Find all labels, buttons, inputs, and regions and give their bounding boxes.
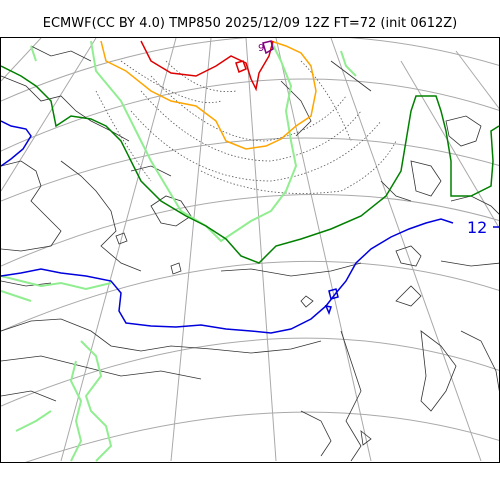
dotted-contour (140, 90, 362, 162)
red-isotherms (140, 40, 274, 92)
longitude-line (455, 50, 499, 110)
dotted-contour (165, 60, 237, 92)
isotherm-light-green (69, 360, 83, 462)
coastline (170, 262, 182, 275)
latitude-line (1, 260, 499, 332)
isotherm-blue (328, 288, 339, 300)
isotherm-light-green (30, 45, 37, 62)
map-canvas: 12 9 (1, 38, 499, 462)
coastline (1, 160, 62, 252)
latitude-line (1, 78, 499, 152)
latitude-line (1, 337, 499, 407)
dark-green-isotherms (1, 65, 499, 264)
contour-label-purple: 9 (258, 43, 264, 54)
coastlines (1, 45, 499, 462)
dotted-contour (150, 75, 347, 142)
dotted-contour (95, 90, 152, 182)
isotherm-red (235, 60, 247, 74)
isotherm-purple (262, 40, 274, 55)
purple-isotherms (262, 40, 274, 55)
coastline (30, 45, 92, 62)
blue-isotherms (1, 120, 454, 334)
isotherm-blue (1, 218, 454, 334)
coastline (440, 260, 499, 267)
longitude-line (170, 38, 212, 462)
longitude-line (245, 38, 277, 462)
coastline (150, 195, 192, 227)
coastline (115, 232, 128, 245)
longitude-line (330, 38, 482, 462)
coastline (300, 410, 332, 457)
temperature-map: 12 9 (0, 37, 500, 463)
coastline (380, 180, 412, 202)
isotherm-blue (1, 120, 32, 167)
dotted-contour (200, 140, 397, 194)
latitude-line (1, 194, 499, 267)
contour-label-blue: 12 (467, 218, 487, 237)
isotherm-blue (324, 304, 332, 316)
dotted-contour (130, 110, 382, 182)
coastline (420, 330, 457, 412)
coastline (395, 285, 422, 307)
coastline (1, 390, 57, 402)
isotherm-light-green (1, 275, 112, 291)
light-green-isotherms (1, 40, 357, 462)
coastline (460, 330, 499, 392)
latitude-line (1, 137, 499, 202)
coastline (220, 262, 362, 277)
latitude-line (25, 411, 499, 462)
coastline (410, 160, 442, 197)
coastline (130, 165, 172, 177)
isotherm-light-green (80, 340, 113, 462)
coastline (1, 355, 202, 380)
longitude-line (1, 38, 42, 82)
longitude-line (60, 38, 177, 462)
isotherm-light-green (90, 40, 298, 243)
longitude-line (1, 38, 97, 192)
graticule (1, 38, 499, 462)
coastline (1, 280, 52, 287)
latitude-line (1, 38, 499, 102)
coastline (340, 330, 362, 462)
map-title: ECMWF(CC BY 4.0) TMP850 2025/12/09 12Z F… (42, 16, 458, 31)
coastline (445, 115, 482, 147)
coastline (330, 60, 372, 92)
orange-isotherms (100, 40, 317, 150)
coastline (1, 318, 322, 354)
isotherm-light-green (340, 50, 357, 77)
coastline (360, 430, 372, 446)
coastline (395, 245, 422, 267)
isotherm-dark-green (1, 65, 499, 264)
dotted-contour (300, 60, 352, 142)
isotherm-orange (100, 40, 317, 150)
isotherm-light-green (1, 290, 32, 302)
dotted-isotherms (95, 60, 397, 194)
coastline (450, 195, 499, 215)
coastline (60, 160, 142, 272)
coastline (1, 75, 130, 142)
longitude-line (275, 38, 372, 462)
longitude-line (400, 60, 499, 229)
isotherm-light-green (15, 410, 52, 432)
coastline (300, 295, 314, 308)
isotherm-red (140, 40, 274, 92)
